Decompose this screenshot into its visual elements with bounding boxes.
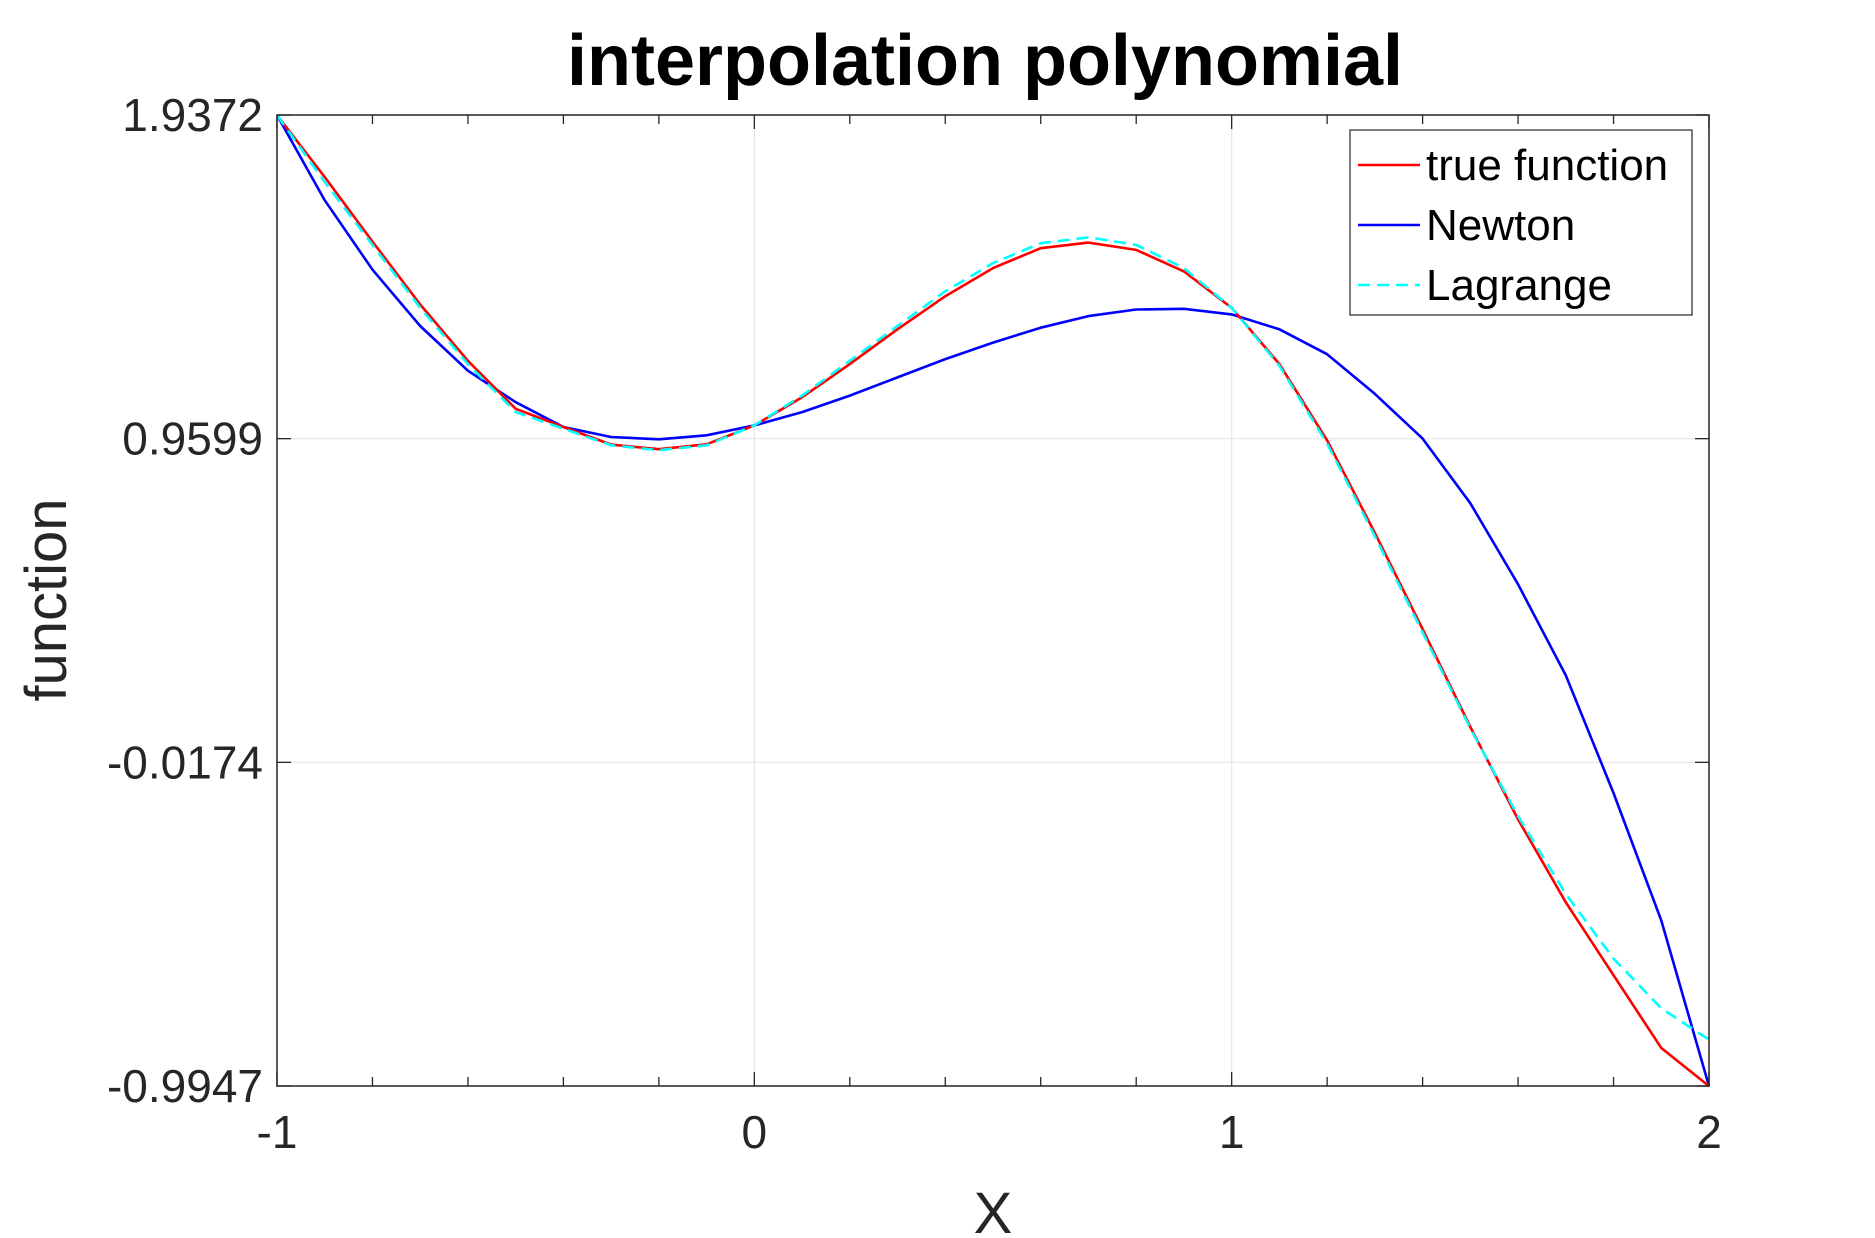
axes-frame (276, 114, 1710, 1087)
y-tick-label: 1.9372 (122, 89, 263, 141)
x-tick-label: 1 (1219, 1106, 1245, 1158)
x-axis-label: X (974, 1181, 1013, 1238)
x-tick-labels: -1 0 1 2 (257, 1106, 1722, 1158)
y-axis-label: function (14, 498, 79, 701)
legend: true function Newton Lagrange (1349, 129, 1693, 316)
y-tick-labels: -0.9947 -0.0174 0.9599 1.9372 (107, 89, 263, 1112)
series-line-newton (275, 114, 1711, 1087)
chart-title: interpolation polynomial (567, 21, 1403, 101)
series-line-true-function (275, 114, 1710, 1088)
x-tick-label: 0 (742, 1106, 768, 1158)
x-tick-label: 2 (1696, 1106, 1722, 1158)
y-tick-label: -0.9947 (107, 1060, 263, 1112)
legend-label-newton: Newton (1426, 201, 1575, 250)
legend-label-lagrange: Lagrange (1426, 261, 1612, 310)
series-line-lagrange (275, 114, 1710, 1041)
legend-label-true-function: true function (1426, 141, 1668, 190)
x-tick-label: -1 (257, 1106, 298, 1158)
y-tick-label: 0.9599 (122, 413, 263, 465)
tick-marks (276, 114, 1710, 1087)
y-tick-label: -0.0174 (107, 736, 263, 788)
series-lines (275, 114, 1711, 1088)
